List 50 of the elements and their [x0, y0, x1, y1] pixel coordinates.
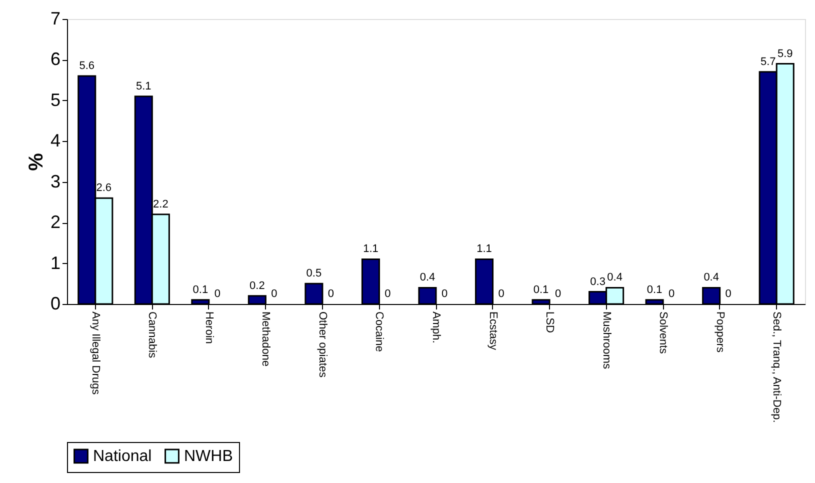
x-tick-label: Mushrooms [600, 312, 612, 370]
data-label: 1.1 [363, 243, 378, 256]
y-tick-label: 2 [50, 212, 60, 232]
data-label: 5.9 [777, 48, 793, 60]
y-tick-label: 6 [50, 49, 60, 70]
data-label: 0.2 [250, 280, 265, 292]
data-label: 0.4 [607, 272, 622, 284]
y-tick-label: 3 [50, 171, 60, 192]
data-label: 0 [214, 288, 220, 300]
x-tick-label: Amph. [430, 312, 442, 344]
y-tick-label: 7 [50, 8, 60, 28]
data-label: 0.1 [533, 284, 549, 296]
x-tick-label: Other opiates [316, 312, 328, 378]
data-label: 0 [725, 288, 732, 300]
data-label: 2.2 [153, 198, 168, 210]
data-label: 0.3 [590, 276, 606, 288]
y-tick-label: 1 [50, 252, 60, 273]
x-tick-label: Heroin [202, 312, 215, 344]
x-tick-label: Solvents [657, 312, 670, 354]
data-label: 0.4 [420, 272, 436, 284]
data-label: 0 [441, 288, 448, 300]
data-label: 0 [271, 288, 278, 300]
legend-label: National [93, 448, 152, 466]
data-label: 0 [498, 288, 504, 300]
legend-label: NWHB [184, 448, 233, 466]
data-label: 0 [554, 288, 562, 300]
data-label: 5.6 [79, 60, 95, 72]
x-tick-label: Any Illegal Drugs [89, 312, 102, 396]
x-tick-label: Poppers [714, 312, 726, 353]
x-tick-label: Cocaine [373, 312, 386, 352]
x-tick-label: Cannabis [146, 312, 158, 358]
data-label: 2.6 [96, 182, 112, 194]
data-label: 0.1 [646, 284, 662, 296]
y-axis-title: % [25, 152, 48, 171]
x-tick-label: Ecstasy [486, 312, 499, 351]
data-label: 0.1 [192, 284, 208, 296]
data-label: 5.7 [760, 56, 776, 68]
data-label: 0.4 [704, 272, 719, 284]
y-tick-label: 4 [50, 130, 60, 151]
x-tick-label: Methadone [260, 312, 272, 367]
data-label: 0 [384, 288, 391, 300]
data-label: 0 [328, 288, 334, 300]
x-tick-label: Sed., Tranq., Anti-Dep. [770, 312, 783, 423]
y-tick-label: 5 [50, 90, 60, 110]
data-label: 5.1 [136, 80, 152, 92]
x-tick-label: LSD [544, 312, 556, 333]
data-label: 1.1 [476, 243, 492, 256]
data-label: 0 [668, 288, 675, 300]
y-tick-label: 0 [50, 294, 60, 314]
data-label: 0.5 [306, 268, 322, 280]
